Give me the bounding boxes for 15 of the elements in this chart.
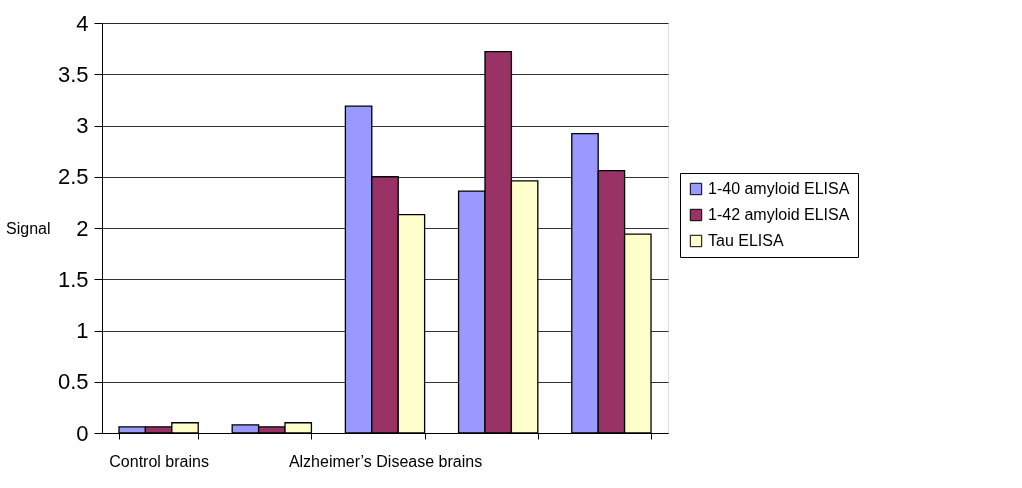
legend-label: 1-40 amyloid ELISA [708,180,850,197]
y-tick-label: 0 [76,420,89,446]
y-tick-label: 0.5 [57,369,89,395]
y-tick-label: 4 [76,10,89,36]
y-tick-label: 1 [76,318,89,343]
y-tick-label: 3 [76,113,89,138]
legend-label: 1-42 amyloid ELISA [708,206,850,223]
y-tick-label: 3.5 [57,61,89,87]
y-tick-label: 2 [76,215,89,241]
legend-label: Tau ELISA [708,232,784,249]
x-tick-label: Alzheimer’s Disease brains [288,452,483,470]
y-tick-label: 1.5 [57,266,89,292]
y-tick-label: 2.5 [57,164,89,190]
y-axis-title: Signal [6,219,51,237]
x-tick-label: Control brains [109,452,209,470]
